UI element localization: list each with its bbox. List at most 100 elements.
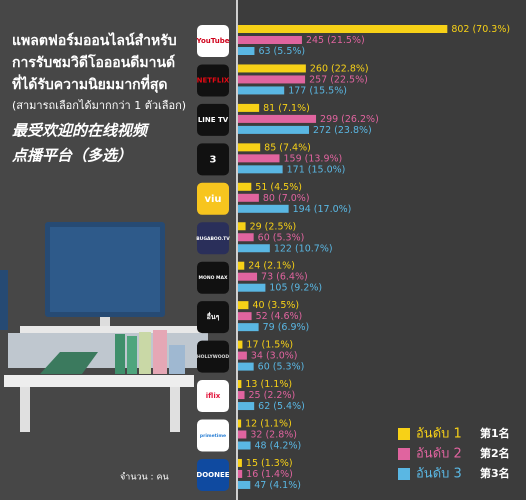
- value-label: 171 (15.0%): [287, 164, 346, 175]
- bar: [238, 182, 252, 191]
- value-label: 52 (4.6%): [256, 311, 303, 322]
- platform-label: HOLLYWOOD: [197, 354, 229, 360]
- platform-icon: [197, 419, 229, 452]
- bar: [238, 36, 302, 44]
- value-label: 17 (1.5%): [246, 340, 293, 351]
- value-label: 34 (3.0%): [251, 351, 298, 362]
- bar: [238, 391, 245, 400]
- bar: [238, 154, 280, 163]
- subtitle: (สามารถเลือกได้มากกว่า 1 ตัวเลือก): [12, 99, 186, 112]
- bar: [238, 25, 448, 33]
- legend-swatch: [398, 448, 410, 460]
- bar: [238, 419, 242, 428]
- bar: [238, 233, 254, 242]
- value-label: 29 (2.5%): [250, 221, 297, 232]
- bar: [238, 323, 259, 332]
- title-line: แพลตฟอร์มออนไลน์สำหรับ: [12, 31, 177, 49]
- bar: [238, 86, 285, 95]
- platform-icon: [197, 458, 229, 491]
- bar: [238, 301, 249, 310]
- value-label: 47 (4.1%): [254, 480, 301, 491]
- bar: [238, 351, 247, 360]
- bar: [238, 480, 251, 489]
- title-line: ที่ได้รับความนิยมมากที่สุด: [12, 74, 168, 93]
- value-label: 802 (70.3%): [451, 24, 510, 35]
- bar: [238, 340, 243, 349]
- bar: [238, 402, 255, 411]
- bar: [238, 193, 259, 202]
- value-label: 272 (23.8%): [313, 125, 372, 136]
- bar: [238, 362, 254, 371]
- platform-icon: [197, 143, 229, 176]
- legend-label-zh: 第1名: [480, 426, 510, 440]
- platform-label: primetime: [200, 433, 226, 439]
- value-label: 260 (22.8%): [310, 63, 369, 74]
- bar: [238, 469, 243, 478]
- value-label: 257 (22.5%): [309, 74, 368, 85]
- platform-label: 3: [210, 154, 217, 165]
- platform-icon: [197, 380, 229, 413]
- value-label: 73 (6.4%): [261, 272, 308, 283]
- bar: [238, 272, 258, 281]
- value-label: 15 (1.3%): [246, 458, 293, 469]
- title-zh: 最受欢迎的在线视频: [12, 122, 150, 140]
- platform-icon: [197, 25, 229, 57]
- bar: [238, 261, 245, 270]
- legend-label-zh: 第2名: [480, 446, 510, 460]
- value-label: 13 (1.1%): [245, 379, 292, 390]
- title-line: การรับชมวิดีโอออนดีมานด์: [12, 53, 175, 71]
- title-zh: 点播平台（多选）: [11, 147, 132, 165]
- bar: [238, 47, 255, 55]
- platform-label: viu: [204, 194, 221, 205]
- bar: [238, 283, 266, 292]
- value-label: 51 (4.5%): [255, 182, 302, 193]
- bar: [238, 244, 270, 253]
- value-label: 81 (7.1%): [263, 103, 310, 114]
- platform-icon: [197, 103, 229, 136]
- value-label: 24 (2.1%): [248, 261, 295, 272]
- value-label: 60 (5.3%): [258, 362, 305, 373]
- value-label: 16 (1.4%): [246, 469, 293, 480]
- platform-label: MONO MAX: [199, 275, 228, 281]
- platform-label: YouTube: [196, 37, 230, 45]
- value-label: 159 (13.9%): [283, 153, 342, 164]
- bar: [238, 103, 260, 112]
- platform-icon: [197, 301, 229, 334]
- bar: [238, 143, 261, 152]
- value-label: 177 (15.5%): [288, 85, 347, 96]
- platform-icon: [197, 182, 229, 215]
- platform-icon: [197, 222, 229, 255]
- unit-note: จำนวน : คน: [120, 472, 169, 483]
- legend-label: อันดับ 2: [416, 447, 462, 462]
- bar: [238, 75, 306, 84]
- value-label: 299 (26.2%): [320, 114, 379, 125]
- value-label: 245 (21.5%): [306, 35, 365, 46]
- value-label: 32 (2.8%): [250, 430, 297, 441]
- value-label: 63 (5.5%): [258, 46, 305, 57]
- value-label: 25 (2.2%): [249, 390, 296, 401]
- bar: [238, 441, 251, 450]
- value-label: 40 (3.5%): [252, 300, 299, 311]
- platform-label: อื่นๆ: [207, 311, 220, 321]
- bar: [238, 430, 247, 439]
- value-label: 194 (17.0%): [293, 204, 352, 215]
- platform-label: NETFLIX: [197, 76, 230, 84]
- legend-label: อันดับ 1: [416, 427, 462, 442]
- bar: [238, 204, 289, 213]
- value-label: 48 (4.2%): [255, 441, 302, 452]
- illustration: [0, 222, 208, 432]
- value-label: 79 (6.9%): [263, 322, 310, 333]
- bar: [238, 114, 317, 123]
- bar: [238, 380, 242, 389]
- platform-label: BUGABOO.TV: [196, 236, 230, 242]
- value-label: 60 (5.3%): [258, 232, 305, 243]
- value-label: 80 (7.0%): [263, 193, 310, 204]
- bar: [238, 458, 242, 467]
- bar: [238, 312, 252, 321]
- platform-label: DOONEE: [196, 471, 229, 479]
- bar: [238, 222, 246, 231]
- value-label: 105 (9.2%): [269, 283, 322, 294]
- legend-swatch: [398, 428, 410, 440]
- platform-icon: [197, 340, 229, 373]
